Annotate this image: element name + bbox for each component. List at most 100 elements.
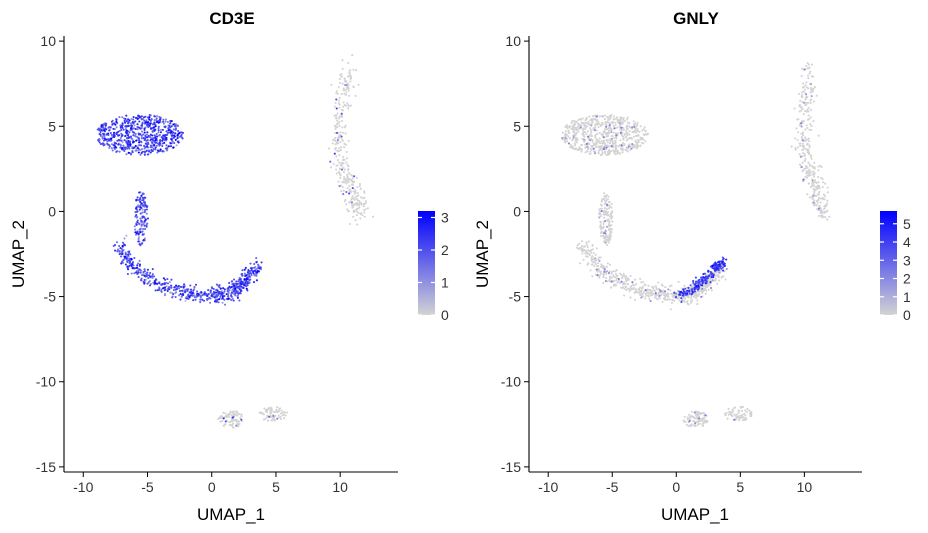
cell-point xyxy=(625,280,628,283)
cell-point xyxy=(802,151,805,155)
cell-point xyxy=(622,137,625,140)
cell-point xyxy=(576,246,579,249)
cell-point xyxy=(596,274,599,277)
cell-point xyxy=(154,141,157,144)
cell-point xyxy=(336,139,339,142)
cell-point xyxy=(809,101,812,105)
cell-point xyxy=(820,166,823,169)
cell-point xyxy=(170,137,173,141)
cell-point xyxy=(209,289,212,292)
cell-point xyxy=(172,123,175,126)
cell-point xyxy=(669,289,672,292)
cell-point xyxy=(703,421,706,424)
y-tick-label: -15 xyxy=(36,459,56,475)
cell-point xyxy=(595,115,598,118)
cell-point xyxy=(236,296,239,299)
cell-point xyxy=(821,198,824,201)
cell-point xyxy=(155,120,158,124)
cell-point xyxy=(802,82,805,85)
cell-point xyxy=(146,139,149,142)
cell-point xyxy=(139,217,142,220)
cell-point xyxy=(620,148,623,151)
cell-point xyxy=(589,133,592,136)
cell-point xyxy=(611,215,614,218)
cell-point xyxy=(596,132,599,135)
cell-point xyxy=(598,274,601,277)
cell-point xyxy=(159,139,162,142)
cell-point xyxy=(132,131,135,134)
cell-point xyxy=(262,412,265,415)
cell-point xyxy=(142,199,145,202)
cell-point xyxy=(345,161,348,164)
cell-point xyxy=(138,115,141,118)
cell-point xyxy=(610,127,613,130)
cell-point xyxy=(135,216,138,219)
cell-point xyxy=(118,139,121,142)
cell-point xyxy=(355,214,358,217)
cell-point xyxy=(644,132,647,136)
cell-point xyxy=(245,274,248,277)
cell-point xyxy=(343,168,346,171)
cell-point xyxy=(157,149,160,152)
cell-point xyxy=(609,227,612,230)
cell-point xyxy=(158,282,161,285)
cell-point xyxy=(151,141,154,145)
cell-point xyxy=(701,424,704,427)
cell-point xyxy=(577,127,581,130)
cell-point xyxy=(615,274,618,277)
cell-point xyxy=(353,203,356,206)
cell-point xyxy=(826,218,829,221)
cell-point xyxy=(801,120,804,123)
cell-point xyxy=(697,294,700,297)
cell-point xyxy=(594,257,597,260)
cell-point xyxy=(661,289,665,292)
cell-point xyxy=(232,413,235,416)
cell-point xyxy=(584,121,587,124)
cell-point xyxy=(810,128,813,131)
cell-point xyxy=(340,190,343,193)
cell-point xyxy=(812,181,815,184)
cell-point xyxy=(143,268,146,271)
cell-point xyxy=(124,131,128,134)
cell-point xyxy=(118,253,121,256)
cell-point xyxy=(690,288,693,291)
cell-point xyxy=(143,278,146,282)
cell-point xyxy=(605,211,608,214)
cell-point xyxy=(154,289,157,292)
cell-point xyxy=(240,415,243,418)
cell-point xyxy=(138,259,141,262)
cell-point xyxy=(630,288,633,291)
cell-point xyxy=(809,116,812,119)
cell-point xyxy=(647,295,650,298)
cell-point xyxy=(807,67,810,70)
cell-point xyxy=(576,122,580,125)
cell-point xyxy=(619,119,622,122)
cell-point xyxy=(688,417,691,420)
cell-point xyxy=(714,264,717,267)
cell-point xyxy=(342,193,345,196)
cell-point xyxy=(152,126,156,129)
cell-point xyxy=(623,143,626,146)
cell-point xyxy=(138,268,141,271)
cell-point xyxy=(146,271,149,274)
cell-point xyxy=(223,290,226,293)
cell-point xyxy=(809,70,812,73)
cell-point xyxy=(141,208,144,211)
cell-point xyxy=(701,279,704,282)
cell-point xyxy=(697,411,700,414)
cell-point xyxy=(808,182,811,185)
cell-point xyxy=(135,223,138,226)
cell-point xyxy=(710,271,713,274)
cell-point xyxy=(278,407,281,410)
cell-point xyxy=(136,136,139,139)
cell-point xyxy=(137,275,140,279)
cell-point xyxy=(564,136,567,140)
cell-point xyxy=(718,263,721,266)
cell-point xyxy=(586,145,589,148)
legend-tick: 2 xyxy=(880,271,911,287)
cell-point xyxy=(110,143,114,146)
cell-point xyxy=(695,297,698,300)
cell-point xyxy=(154,136,157,139)
cell-point xyxy=(171,134,174,137)
cell-point xyxy=(642,142,645,145)
